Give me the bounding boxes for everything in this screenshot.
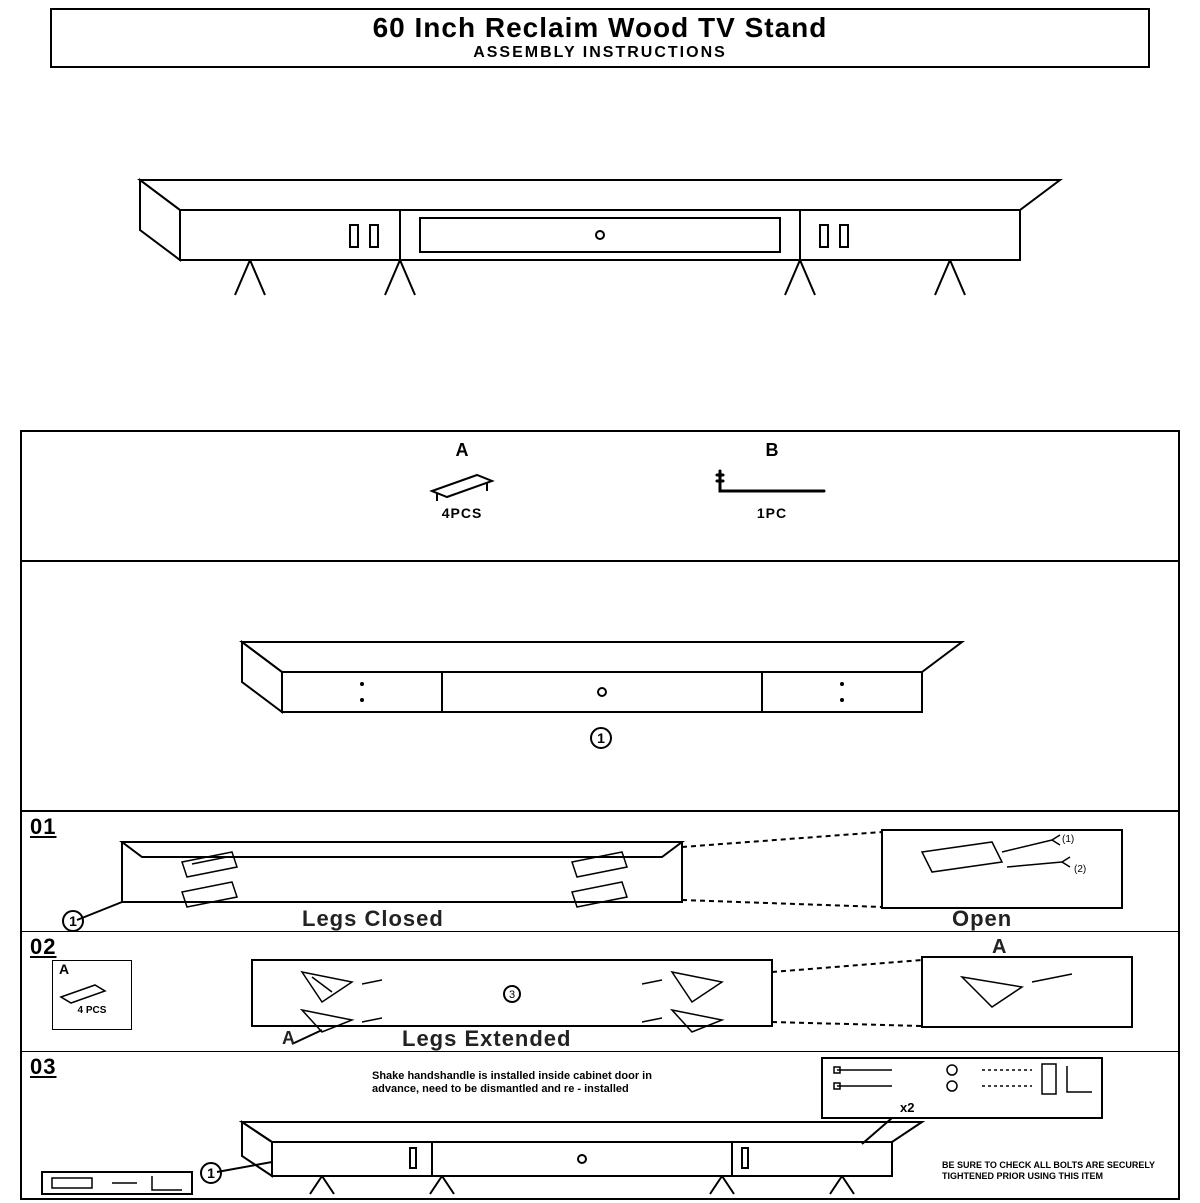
page-title: 60 Inch Reclaim Wood TV Stand [52,12,1148,44]
step-02-label-a-right: A [992,936,1007,959]
part-b-label: B [702,440,842,461]
part-b: B 1PC [702,440,842,521]
step-03-warning: BE SURE TO CHECK ALL BOLTS ARE SECURELY … [942,1160,1162,1182]
part-a: A 4PCS [402,440,522,521]
step-01-marker: 1 [62,910,84,932]
step-03-num: 03 [30,1054,56,1080]
step-03-note: Shake handshandle is installed inside ca… [372,1070,692,1096]
svg-text:(2): (2) [1074,864,1086,875]
step-02-inset-qty: 4 PCS [53,1005,131,1016]
step-01-caption-right: Open [952,906,1012,932]
svg-text:(1): (1) [1062,834,1074,845]
main-item-illustration [22,562,1182,812]
step-03-marker: 1 [200,1162,222,1184]
step-03: 03 Shake handshandle is installed inside… [22,1052,1178,1198]
hero-illustration [100,150,1100,300]
step-02-num: 02 [30,934,56,960]
step-02-illustration: 3 [22,932,1182,1052]
main-item-marker: 1 [590,727,612,749]
part-a-label: A [402,440,522,461]
step-01-num: 01 [30,814,56,840]
step-02: 02 A 4 PCS 3 [22,932,1178,1052]
step-01-caption-left: Legs Closed [302,906,444,932]
part-a-qty: 4PCS [402,505,522,521]
parts-row: A 4PCS B 1PC [22,432,1178,562]
main-item-row: 1 [22,562,1178,812]
step-02-label-a-left: A [282,1028,296,1049]
instructions-frame: A 4PCS B 1PC [20,430,1180,1200]
svg-text:3: 3 [509,989,515,1001]
step-02-inset: A 4 PCS [52,960,132,1030]
header-box: 60 Inch Reclaim Wood TV Stand ASSEMBLY I… [50,8,1150,68]
page-subtitle: ASSEMBLY INSTRUCTIONS [52,44,1148,62]
part-b-qty: 1PC [702,505,842,521]
step-02-inset-label: A [53,961,131,977]
step-01: 01 [22,812,1178,932]
step-03-x2: x2 [900,1100,914,1115]
step-02-caption: Legs Extended [402,1026,571,1052]
